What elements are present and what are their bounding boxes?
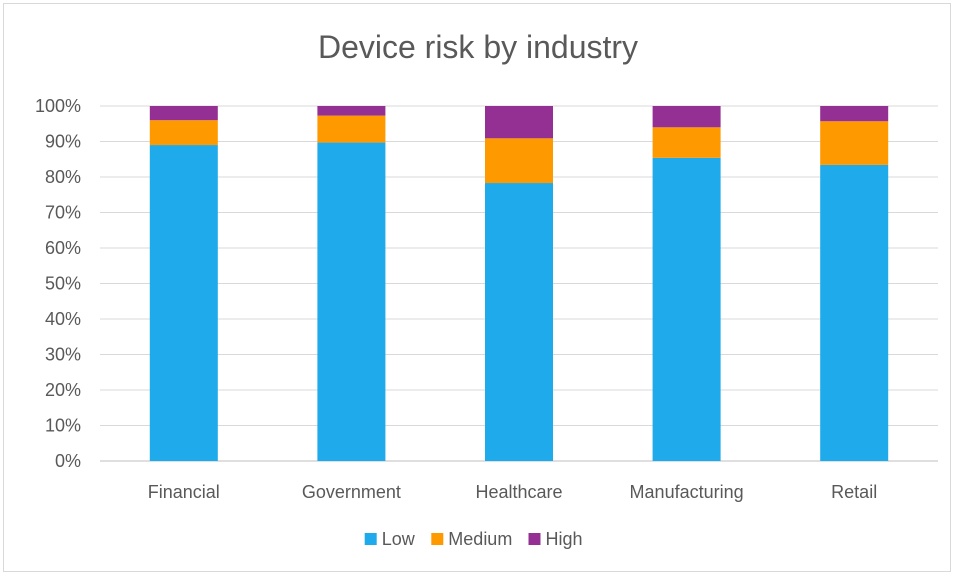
y-tick-label: 80% — [45, 167, 81, 187]
x-tick-label: Healthcare — [475, 482, 562, 502]
x-tick-label: Manufacturing — [630, 482, 744, 502]
bar-medium-government — [317, 115, 386, 143]
y-tick-label: 50% — [45, 274, 81, 294]
y-tick-label: 30% — [45, 345, 81, 365]
legend-label-low: Low — [382, 529, 416, 549]
bar-low-financial — [149, 145, 218, 462]
bar-high-government — [317, 106, 386, 116]
legend-label-medium: Medium — [448, 529, 512, 549]
y-tick-label: 40% — [45, 309, 81, 329]
legend-swatch-high — [528, 533, 541, 545]
bar-high-manufacturing — [652, 106, 721, 128]
bar-low-healthcare — [485, 183, 553, 461]
y-tick-label: 0% — [55, 451, 81, 471]
bar-medium-healthcare — [485, 138, 553, 184]
y-tick-label: 20% — [45, 380, 81, 400]
bar-high-retail — [820, 106, 889, 122]
legend-swatch-medium — [431, 533, 444, 545]
bar-low-government — [317, 142, 386, 461]
chart-title: Device risk by industry — [317, 29, 639, 65]
bar-low-retail — [820, 164, 889, 461]
legend-label-high: High — [546, 529, 583, 549]
y-tick-label: 70% — [45, 203, 81, 223]
bar-high-financial — [149, 106, 218, 121]
bar-medium-manufacturing — [652, 127, 721, 158]
x-tick-label: Retail — [831, 482, 877, 502]
x-tick-label: Government — [302, 482, 401, 502]
bar-low-manufacturing — [652, 157, 721, 461]
bar-high-healthcare — [485, 106, 553, 139]
bar-medium-retail — [820, 121, 889, 165]
y-tick-label: 100% — [35, 96, 81, 116]
bar-medium-financial — [149, 120, 218, 146]
x-tick-label: Financial — [148, 482, 220, 502]
legend-swatch-low — [364, 533, 377, 545]
y-tick-label: 90% — [45, 132, 81, 152]
y-tick-label: 10% — [45, 416, 81, 436]
y-tick-label: 60% — [45, 238, 81, 258]
